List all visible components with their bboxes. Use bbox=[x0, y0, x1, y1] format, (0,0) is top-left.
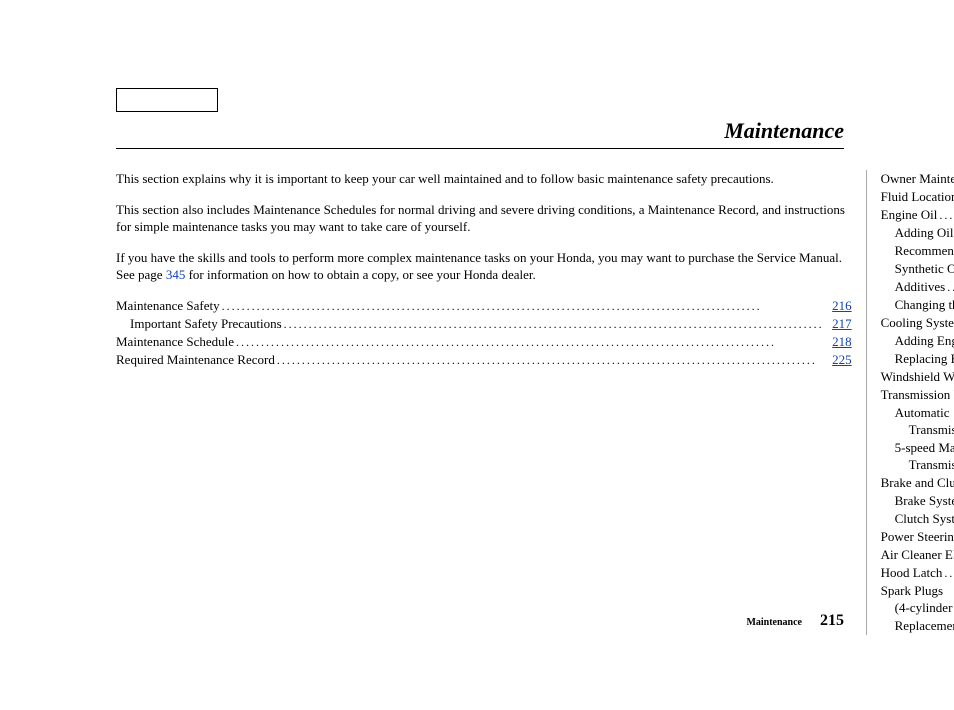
content-columns: This section explains why it is importan… bbox=[116, 170, 844, 635]
toc-label: Air Cleaner Element bbox=[881, 546, 954, 563]
toc-col2: Owner Maintenance Checks227Fluid Locatio… bbox=[881, 170, 954, 635]
intro-page-link[interactable]: 345 bbox=[166, 267, 186, 282]
toc-label: Additives bbox=[881, 278, 946, 295]
toc-row: Maintenance Safety 216 bbox=[116, 297, 852, 315]
footer-section-label: Maintenance bbox=[746, 617, 802, 628]
toc-row: Transmission Fluid243 bbox=[881, 386, 954, 404]
dot-leader bbox=[942, 565, 954, 582]
dot-leader bbox=[282, 316, 826, 333]
toc-label: Maintenance Safety bbox=[116, 297, 220, 314]
toc-label: Important Safety Precautions bbox=[116, 315, 282, 332]
toc-label: Power Steering bbox=[881, 528, 954, 545]
dot-leader bbox=[275, 352, 826, 369]
toc-row: Replacing Engine Coolant237 bbox=[881, 350, 954, 368]
toc-row: Recommended Oil230 bbox=[881, 242, 954, 260]
toc-col1: Maintenance Safety216Important Safety Pr… bbox=[116, 297, 852, 369]
footer-page-number: 215 bbox=[820, 612, 844, 630]
toc-label: Hood Latch bbox=[881, 564, 943, 581]
page-title: Maintenance bbox=[724, 118, 844, 144]
toc-row: Automatic bbox=[881, 404, 954, 421]
dot-leader bbox=[234, 334, 826, 351]
top-left-box bbox=[116, 88, 218, 112]
toc-label: Changing the Oil and Filter bbox=[881, 296, 954, 313]
toc-label: Cooling System bbox=[881, 314, 954, 331]
intro-para-3: If you have the skills and tools to perf… bbox=[116, 249, 852, 283]
dot-leader bbox=[945, 279, 954, 296]
toc-row: Fluid Locations228 bbox=[881, 188, 954, 206]
toc-row: Power Steering248 bbox=[881, 528, 954, 546]
toc-row: Brake System246 bbox=[881, 492, 954, 510]
manual-page: Maintenance This section explains why it… bbox=[0, 0, 954, 710]
toc-row: Important Safety Precautions 217 bbox=[116, 315, 852, 333]
toc-label: Transmission Fluid bbox=[881, 386, 954, 403]
toc-row: Changing the Oil and Filter232 bbox=[881, 296, 954, 314]
column-2: Owner Maintenance Checks227Fluid Locatio… bbox=[866, 170, 954, 635]
toc-row: Transmission243 bbox=[881, 421, 954, 439]
dot-leader bbox=[220, 298, 826, 315]
toc-label: Brake and Clutch Fluid bbox=[881, 474, 954, 491]
toc-label: (4-cylinder Models) bbox=[881, 599, 954, 616]
toc-label: Engine Oil bbox=[881, 206, 938, 223]
toc-row: 5-speed Manual bbox=[881, 439, 954, 456]
toc-label: Required Maintenance Record bbox=[116, 351, 275, 368]
toc-row: Synthetic Oil232 bbox=[881, 260, 954, 278]
toc-row: Transmission245 bbox=[881, 456, 954, 474]
toc-row: Cooling System235 bbox=[881, 314, 954, 332]
toc-label: Owner Maintenance Checks bbox=[881, 170, 954, 187]
toc-label: Transmission bbox=[881, 456, 954, 473]
toc-label: Recommended Oil bbox=[881, 242, 954, 259]
toc-row: Clutch System247 bbox=[881, 510, 954, 528]
toc-label: Fluid Locations bbox=[881, 188, 954, 205]
toc-label: Replacing Engine Coolant bbox=[881, 350, 954, 367]
toc-row: Air Cleaner Element249 bbox=[881, 546, 954, 564]
toc-row: Hood Latch251 bbox=[881, 564, 954, 582]
toc-page-link[interactable]: 217 bbox=[826, 315, 852, 332]
intro-p3b: for information on how to obtain a copy,… bbox=[185, 267, 535, 282]
toc-page-link[interactable]: 225 bbox=[826, 351, 852, 368]
dot-leader bbox=[937, 207, 954, 224]
toc-row: Required Maintenance Record 225 bbox=[116, 351, 852, 369]
toc-label: Maintenance Schedule bbox=[116, 333, 234, 350]
toc-row: Maintenance Schedule 218 bbox=[116, 333, 852, 351]
toc-label: Synthetic Oil bbox=[881, 260, 954, 277]
title-underline bbox=[116, 148, 844, 149]
toc-label: Adding Engine Coolant bbox=[881, 332, 954, 349]
toc-label: Clutch System bbox=[881, 510, 954, 527]
toc-row: (4-cylinder Models)251 bbox=[881, 599, 954, 617]
toc-row: Owner Maintenance Checks227 bbox=[881, 170, 954, 188]
intro-para-2: This section also includes Maintenance S… bbox=[116, 201, 852, 235]
toc-row: Adding Oil230 bbox=[881, 224, 954, 242]
toc-label: Transmission bbox=[881, 421, 954, 438]
toc-page-link[interactable]: 218 bbox=[826, 333, 852, 350]
toc-row: Brake and Clutch Fluid246 bbox=[881, 474, 954, 492]
toc-row: Additives232 bbox=[881, 278, 954, 296]
toc-row: Replacement251 bbox=[881, 617, 954, 635]
toc-label: Windshield Washers bbox=[881, 368, 954, 385]
toc-row: Adding Engine Coolant235 bbox=[881, 332, 954, 350]
toc-label: Automatic bbox=[881, 404, 950, 421]
intro-block: This section explains why it is importan… bbox=[116, 170, 852, 283]
toc-page-link[interactable]: 216 bbox=[826, 297, 852, 314]
page-footer: Maintenance 215 bbox=[746, 612, 844, 630]
toc-label: Spark Plugs bbox=[881, 582, 943, 599]
toc-row: Spark Plugs bbox=[881, 582, 954, 599]
toc-label: Brake System bbox=[881, 492, 954, 509]
toc-label: Adding Oil bbox=[881, 224, 954, 241]
column-1: This section explains why it is importan… bbox=[116, 170, 852, 635]
toc-label: Replacement bbox=[881, 617, 954, 634]
toc-label: 5-speed Manual bbox=[881, 439, 954, 456]
intro-para-1: This section explains why it is importan… bbox=[116, 170, 852, 187]
toc-row: Engine Oil230 bbox=[881, 206, 954, 224]
toc-row: Windshield Washers242 bbox=[881, 368, 954, 386]
